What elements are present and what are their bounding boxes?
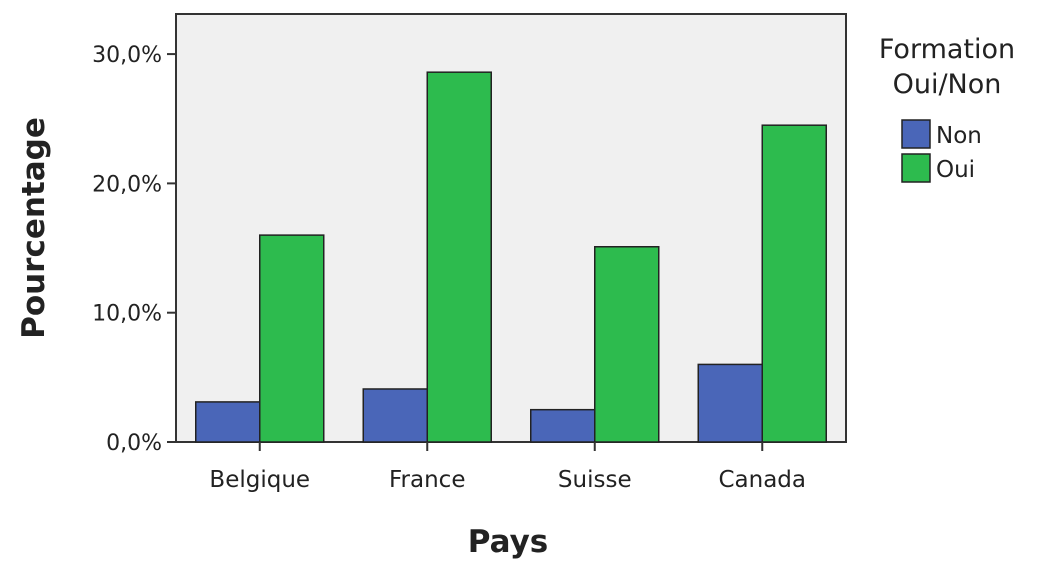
bar-oui-canada [761, 124, 827, 443]
bar-oui-suisse [594, 245, 660, 443]
y-axis: 0,0% 10,0% 20,0% 30,0% [92, 43, 176, 456]
x-tick-label: France [389, 467, 465, 493]
x-tick-label: Canada [718, 467, 806, 493]
legend-title-line-1: Formation [879, 34, 1015, 65]
bar-non-belgique [195, 401, 261, 443]
y-tick-label: 0,0% [106, 431, 162, 456]
bar-oui-france [426, 71, 492, 443]
x-tick-label: Belgique [209, 467, 310, 493]
x-axis: Belgique France Suisse Canada [209, 442, 806, 493]
bars [195, 71, 827, 443]
legend: Formation Oui/Non Non Oui [879, 34, 1015, 183]
y-axis-title: Pourcentage [16, 117, 52, 339]
legend-swatch-oui [901, 153, 931, 183]
bar-non-canada [697, 363, 763, 443]
y-tick-label: 30,0% [92, 43, 162, 68]
y-tick-label: 10,0% [92, 302, 162, 327]
legend-swatch-non [901, 119, 931, 149]
legend-label-non: Non [936, 123, 982, 149]
legend-items: Non Oui [901, 119, 982, 183]
bar-oui-belgique [259, 234, 325, 443]
y-tick-label: 20,0% [92, 172, 162, 197]
legend-title-line-2: Oui/Non [893, 69, 1002, 100]
x-tick-label: Suisse [558, 467, 632, 493]
x-axis-title: Pays [468, 524, 549, 560]
bar-non-france [362, 388, 428, 443]
legend-label-oui: Oui [936, 157, 975, 183]
bar-non-suisse [530, 408, 596, 443]
